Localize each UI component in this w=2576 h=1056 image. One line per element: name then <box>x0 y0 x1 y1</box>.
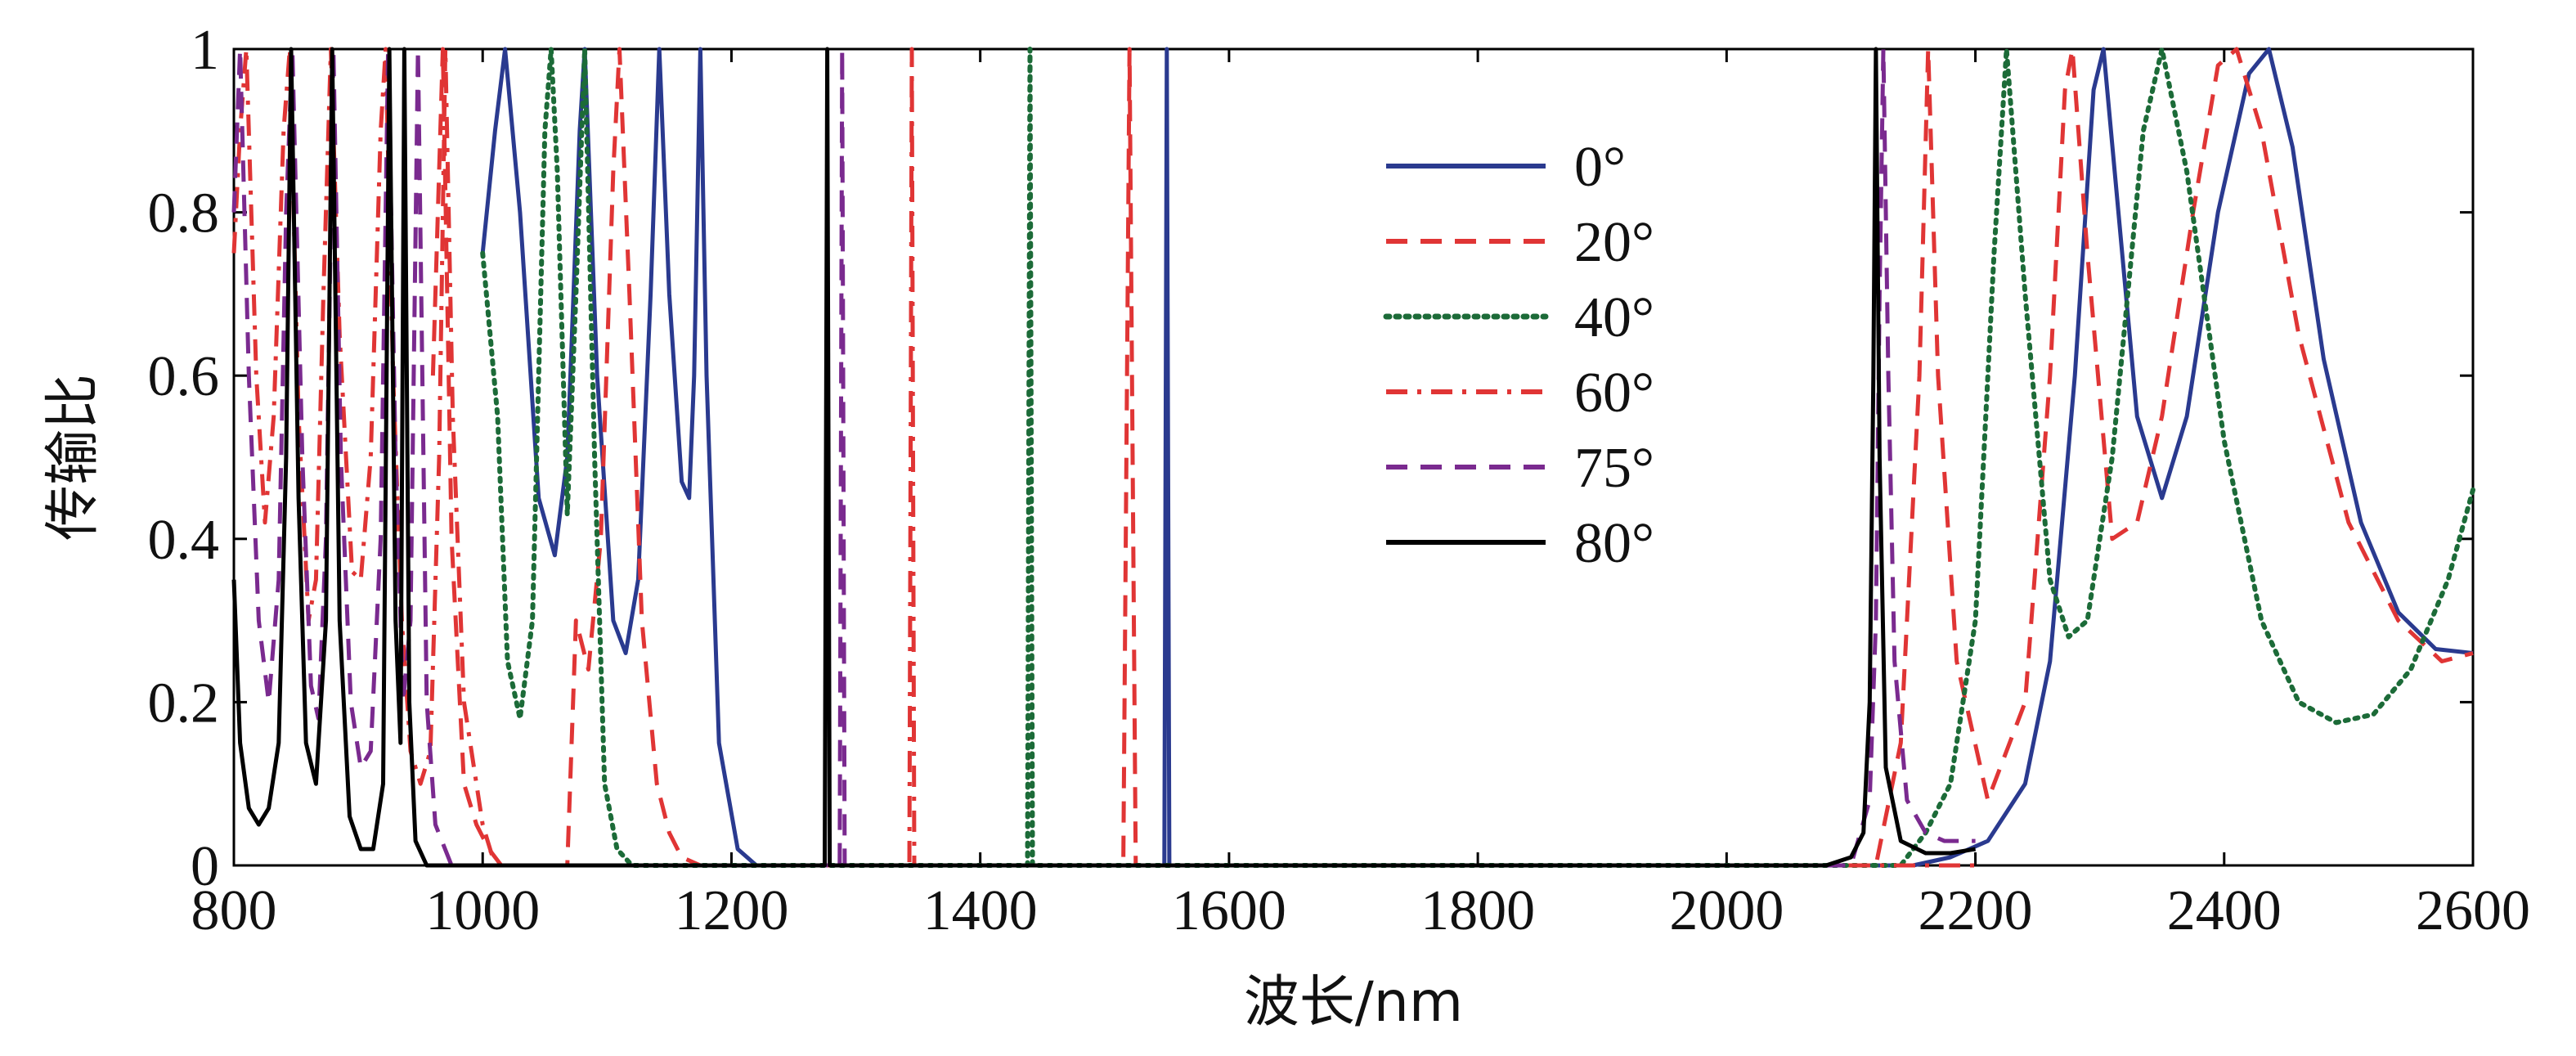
y-tick-label: 0.8 <box>148 182 220 245</box>
x-tick-label: 2400 <box>2167 879 2282 942</box>
legend: 0° 20° 40° 60° 75° 80° <box>1276 123 1685 646</box>
legend-label: 75° <box>1574 437 1654 500</box>
x-tick-label: 1200 <box>674 879 788 942</box>
y-tick-label: 0.2 <box>148 672 220 735</box>
x-tick-label: 1000 <box>425 879 540 942</box>
legend-label: 80° <box>1574 512 1654 575</box>
legend-box <box>1276 123 1685 646</box>
legend-label: 40° <box>1574 286 1654 349</box>
legend-label: 60° <box>1574 362 1654 425</box>
series-line-5 <box>231 47 1977 868</box>
x-tick-label: 2000 <box>1669 879 1784 942</box>
series-line-2 <box>480 47 2475 868</box>
x-tick-label: 800 <box>191 879 277 942</box>
y-tick-label: 0.6 <box>148 345 220 408</box>
legend-label: 0° <box>1574 136 1626 199</box>
x-tick-label: 1600 <box>1172 879 1286 942</box>
x-axis-title: 波长/nm <box>1244 970 1463 1035</box>
x-tick-label: 2600 <box>2416 879 2530 942</box>
x-tick-label: 2200 <box>1919 879 2033 942</box>
series-layer <box>231 47 2475 868</box>
axis-ticks: 800 1000 1200 1400 1600 1800 2000 2200 2400 2600 0… <box>148 19 2531 942</box>
y-axis-title: 传输比 <box>41 374 105 541</box>
legend-label: 20° <box>1574 211 1654 274</box>
y-tick-label: 1 <box>191 19 219 82</box>
series-line-3 <box>231 47 1976 868</box>
y-tick-label: 0.4 <box>148 509 220 572</box>
series-line-1 <box>430 47 2474 868</box>
y-tick-label: 0 <box>191 835 219 898</box>
x-tick-label: 1400 <box>923 879 1038 942</box>
x-tick-label: 1800 <box>1420 879 1535 942</box>
